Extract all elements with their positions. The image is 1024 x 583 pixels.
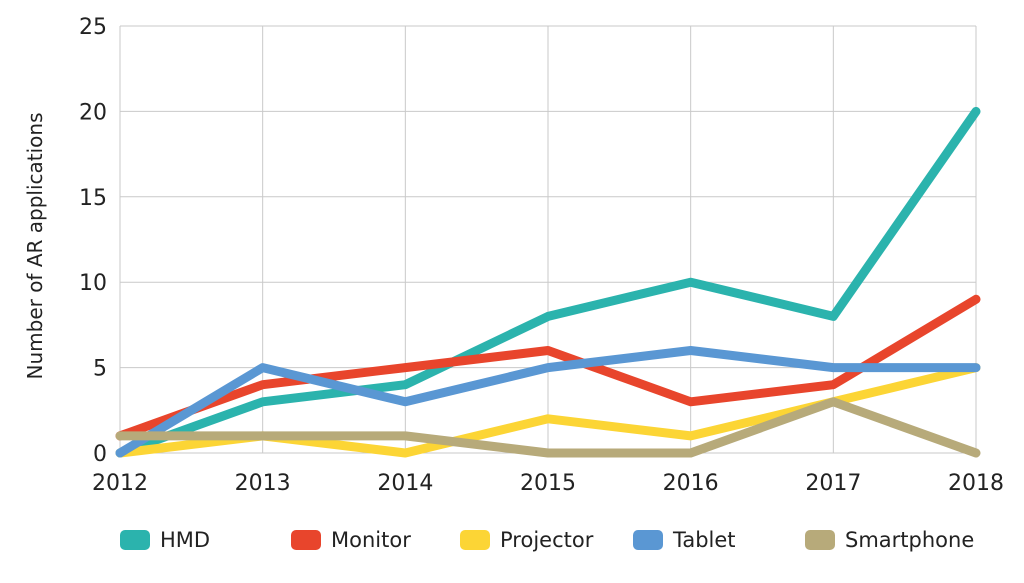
legend-label: Monitor [331, 528, 411, 552]
x-tick-label: 2014 [377, 471, 433, 496]
y-tick-label: 5 [93, 357, 107, 382]
series-line-monitor [115, 294, 981, 441]
x-tick-label: 2015 [520, 471, 576, 496]
series-line-hmd [115, 106, 981, 458]
legend-item-monitor: Monitor [291, 520, 411, 560]
y-axis-title: Number of AR applications [23, 112, 47, 379]
legend-label: HMD [160, 528, 211, 552]
line-chart: 2012 2013 2014 2015 2016 2017 2018 0510152025 … [23, 15, 1004, 496]
legend-label: Projector [500, 528, 594, 552]
legend: HMD Monitor Projector Tablet Smartphone [0, 520, 1024, 560]
x-tick-label: 2017 [805, 471, 861, 496]
legend-item-tablet: Tablet [633, 520, 736, 560]
legend-swatch [291, 530, 321, 550]
legend-item-projector: Projector [460, 520, 593, 560]
legend-swatch [120, 530, 150, 550]
x-tick-label: 2016 [663, 471, 719, 496]
legend-item-smartphone: Smartphone [805, 520, 974, 560]
x-tick-label: 2012 [92, 471, 148, 496]
legend-swatch [460, 530, 490, 550]
x-tick-label: 2013 [235, 471, 291, 496]
series-lines [115, 106, 981, 458]
y-axis-tick-labels: 0 5 10 15 20 25 [79, 15, 107, 467]
y-tick-label: 15 [79, 186, 107, 211]
legend-swatch [805, 530, 835, 550]
legend-item-hmd: HMD [120, 520, 210, 560]
y-tick-label: 10 [79, 271, 107, 296]
series-line-tablet [115, 346, 981, 458]
x-tick-label: 2018 [948, 471, 1004, 496]
legend-label: Smartphone [845, 528, 975, 552]
y-tick-label: 20 [79, 100, 107, 125]
legend-label: Tablet [673, 528, 736, 552]
y-tick-label: 0 [93, 442, 107, 467]
series-line-smartphone [115, 397, 981, 458]
y-tick-label: 25 [79, 15, 107, 40]
legend-swatch [633, 530, 663, 550]
x-axis-tick-labels: 2012 2013 2014 2015 2016 2017 2018 [92, 471, 1004, 496]
